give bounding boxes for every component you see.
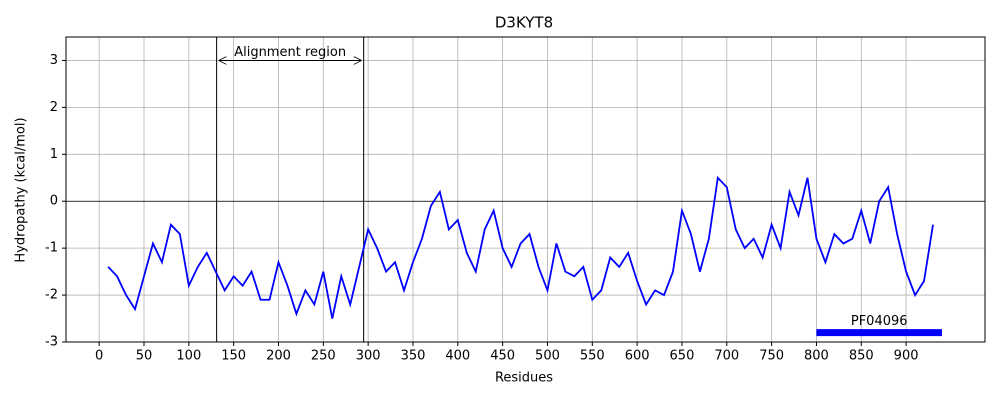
domain-bar	[816, 329, 942, 337]
x-tick-label: 150	[221, 349, 246, 364]
x-tick-label: 350	[401, 349, 426, 364]
x-tick-label: 650	[670, 349, 695, 364]
domain-label: PF04096	[851, 314, 908, 329]
y-tick-label: 1	[50, 147, 58, 162]
x-tick-label: 550	[580, 349, 605, 364]
x-tick-label: 100	[176, 349, 201, 364]
chart-title: D3KYT8	[495, 14, 553, 32]
x-tick-label: 750	[759, 349, 784, 364]
y-tick-label: -3	[45, 335, 58, 350]
x-tick-label: 0	[95, 349, 103, 364]
y-tick-label: -1	[45, 241, 58, 256]
plot-frame	[65, 36, 986, 343]
x-tick-label: 800	[804, 349, 829, 364]
y-tick-label: 2	[50, 100, 58, 115]
x-tick-label: 700	[714, 349, 739, 364]
y-tick-label: 0	[50, 194, 58, 209]
x-tick-label: 400	[445, 349, 470, 364]
x-tick-label: 200	[266, 349, 291, 364]
x-axis-label: Residues	[495, 371, 553, 386]
y-tick-label: -2	[45, 288, 58, 303]
x-tick-label: 900	[894, 349, 919, 364]
x-tick-label: 50	[136, 349, 153, 364]
x-tick-label: 300	[356, 349, 381, 364]
x-tick-label: 850	[849, 349, 874, 364]
y-axis-label: Hydropathy (kcal/mol)	[14, 117, 29, 262]
x-tick-label: 500	[535, 349, 560, 364]
x-tick-label: 600	[625, 349, 650, 364]
y-tick-label: 3	[50, 53, 58, 68]
region-label: Alignment region	[234, 45, 346, 60]
x-tick-label: 450	[490, 349, 515, 364]
hydropathy-line	[107, 175, 934, 319]
x-tick-label: 250	[311, 349, 336, 364]
